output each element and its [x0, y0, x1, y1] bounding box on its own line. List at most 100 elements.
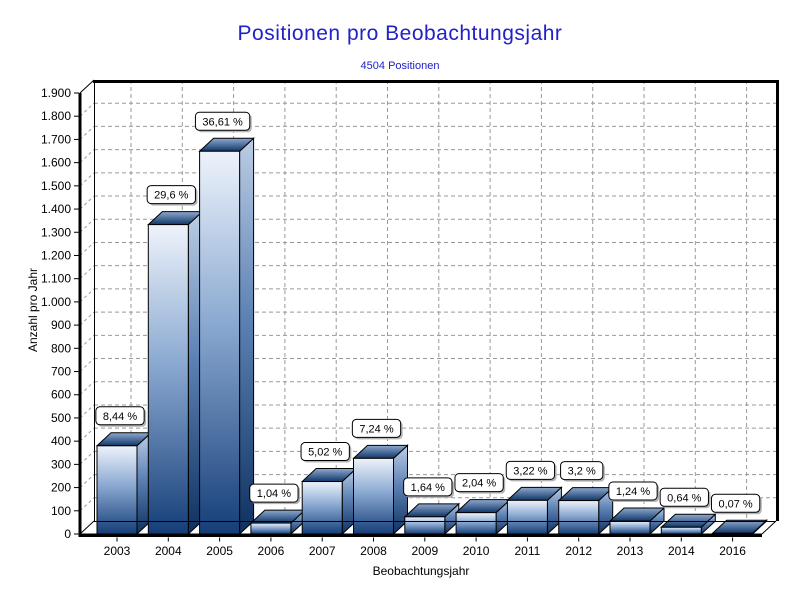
bar-2010 — [454, 498, 512, 536]
y-tick-label: 1.600 — [41, 156, 71, 170]
bar-2011 — [506, 486, 563, 536]
x-tick-label: 2013 — [617, 544, 644, 558]
bar-2007 — [300, 467, 358, 536]
bar-2008 — [352, 444, 409, 536]
value-label-box — [403, 477, 453, 497]
bar-front-face — [506, 499, 548, 535]
value-label-box — [300, 442, 350, 462]
bar-front-face — [96, 445, 138, 535]
bar-front-face — [558, 500, 600, 535]
side-wall-gridline — [79, 474, 95, 488]
value-label-text: 2,04 % — [462, 478, 496, 490]
bar-front-face — [250, 522, 292, 535]
x-tick-label: 2006 — [258, 544, 285, 558]
value-label-2006: 1,04 % — [249, 483, 301, 505]
x-tick-label: 2016 — [719, 544, 746, 558]
value-label-box — [249, 483, 299, 503]
value-label-2012: 3,2 % — [560, 461, 605, 482]
bar-front-face — [660, 526, 702, 535]
side-wall-gridline — [79, 404, 95, 419]
side-wall-gridline — [79, 149, 95, 163]
bar-front-face — [147, 224, 189, 535]
value-label-text: 3,2 % — [568, 466, 596, 478]
value-label-2003: 8,44 % — [95, 406, 147, 427]
y-tick-label: 1.200 — [41, 248, 71, 262]
y-tick-label: 800 — [51, 341, 71, 355]
bar-front-face — [199, 150, 241, 535]
y-tick-label: 100 — [51, 504, 71, 518]
value-label-box — [351, 418, 402, 438]
y-tick-label: 1.300 — [41, 225, 71, 239]
bar-front-face — [404, 516, 446, 535]
side-wall-gridline — [79, 218, 95, 233]
value-label-2014: 0,64 % — [659, 487, 711, 509]
x-tick-label: 2008 — [360, 544, 387, 558]
side-wall-gridline — [79, 311, 95, 326]
y-tick-label: 400 — [51, 434, 71, 448]
value-label-text: 0,64 % — [667, 492, 701, 504]
bar-front-face — [353, 457, 394, 535]
y-tick-label: 500 — [51, 411, 71, 425]
x-tick-label: 2010 — [463, 544, 490, 558]
value-label-box — [146, 185, 196, 205]
value-label-text: 3,22 % — [513, 465, 547, 477]
bar-2012 — [557, 486, 614, 536]
value-label-2009: 1,64 % — [403, 477, 454, 498]
x-tick-label: 2007 — [309, 544, 336, 558]
value-label-2004: 29,6 % — [146, 185, 198, 206]
side-wall-gridline — [79, 451, 95, 465]
side-wall-gridline — [79, 172, 95, 187]
x-tick-label: 2011 — [514, 544, 540, 558]
value-label-text: 5,02 % — [308, 447, 342, 459]
y-tick-label: 1.400 — [41, 202, 71, 216]
side-wall-gridline — [79, 265, 95, 280]
value-label-2007: 5,02 % — [300, 442, 352, 463]
bar-2004 — [147, 210, 204, 536]
y-tick-label: 600 — [51, 388, 71, 402]
bar-side-face — [239, 137, 255, 536]
x-axis-line — [78, 533, 762, 537]
value-label-box — [454, 473, 504, 493]
side-wall-gridline — [79, 126, 95, 140]
y-tick-label: 1.900 — [41, 86, 71, 100]
bar-2005 — [198, 137, 255, 536]
chart-subtitle: 4504 Positionen — [360, 60, 440, 72]
x-tick-label: 2012 — [565, 544, 592, 558]
x-tick-label: 2014 — [668, 544, 695, 558]
y-tick-label: 1.700 — [41, 132, 71, 146]
floor-right-edge — [761, 520, 777, 535]
y-tick-label: 0 — [64, 527, 71, 541]
bar-2003 — [95, 431, 153, 536]
y-tick-label: 300 — [51, 457, 71, 471]
value-label-box — [194, 111, 251, 131]
value-label-text: 7,24 % — [359, 423, 393, 435]
value-label-text: 1,64 % — [411, 482, 445, 494]
x-tick-label: 2004 — [155, 544, 182, 558]
side-wall-gridline — [79, 242, 95, 256]
bar-2014 — [660, 513, 717, 536]
y-tick-label: 1.000 — [41, 295, 71, 309]
x-tick-label: 2003 — [104, 544, 131, 558]
bar-front-face — [609, 520, 651, 535]
x-tick-label: 2009 — [411, 544, 438, 558]
value-label-text: 0,07 % — [718, 498, 752, 510]
y-tick-label: 1.500 — [41, 179, 71, 193]
axis-top-diagonal — [79, 79, 95, 94]
value-label-text: 1,04 % — [257, 488, 291, 500]
y-axis-title: Anzahl pro Jahr — [26, 268, 40, 352]
x-axis-title: Beobachtungsjahr — [373, 564, 470, 578]
y-tick-label: 1.100 — [41, 272, 71, 286]
value-label-text: 1,24 % — [616, 486, 650, 498]
value-label-box — [608, 481, 658, 501]
y-tick-label: 700 — [51, 365, 71, 379]
side-wall-gridline — [79, 195, 95, 210]
side-wall-gridline — [79, 358, 95, 372]
value-label-text: 8,44 % — [103, 411, 137, 423]
value-label-2008: 7,24 % — [351, 418, 403, 440]
value-label-text: 36,61 % — [202, 116, 243, 128]
side-wall-gridline — [79, 102, 95, 117]
value-label-2016: 0,07 % — [710, 493, 762, 515]
value-label-2005: 36,61 % — [194, 111, 252, 133]
